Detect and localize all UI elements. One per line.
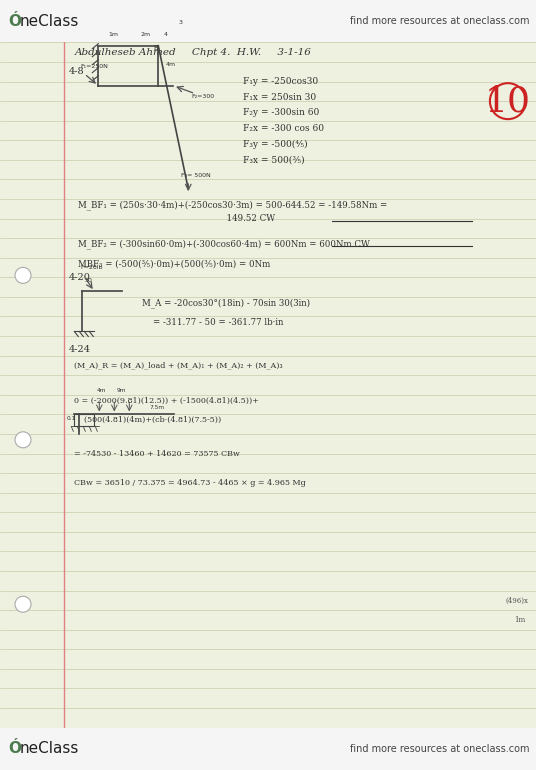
- Text: F₁=250N: F₁=250N: [80, 64, 108, 69]
- Text: F₂=300: F₂=300: [191, 94, 214, 99]
- Circle shape: [15, 432, 31, 448]
- Text: M_BF₁ = (250s·30·4m)+(-250cos30·3m) = 500-644.52 = -149.58Nm =: M_BF₁ = (250s·30·4m)+(-250cos30·3m) = 50…: [78, 200, 388, 209]
- Text: F₁x = 250sin 30: F₁x = 250sin 30: [243, 92, 316, 102]
- Text: (496)x: (496)x: [506, 596, 529, 604]
- Text: F=20lb: F=20lb: [80, 266, 103, 270]
- Text: F₂x = -300 cos 60: F₂x = -300 cos 60: [243, 124, 324, 133]
- Text: = -74530 - 13460 + 14620 = 73575 CBw: = -74530 - 13460 + 14620 = 73575 CBw: [75, 450, 240, 457]
- Text: F₃= 500N: F₃= 500N: [181, 173, 211, 178]
- Text: (500(4.81)(4m)+(cb·(4.81)(7.5-5)): (500(4.81)(4m)+(cb·(4.81)(7.5-5)): [75, 417, 221, 424]
- Text: Ó: Ó: [8, 742, 21, 756]
- Text: 10: 10: [485, 84, 531, 118]
- Text: neClass: neClass: [20, 14, 79, 28]
- Circle shape: [15, 267, 31, 283]
- Text: 30: 30: [84, 279, 92, 283]
- Text: M_A = -20cos30°(18in) - 70sin 30(3in): M_A = -20cos30°(18in) - 70sin 30(3in): [142, 298, 310, 308]
- Bar: [75, 414, 94, 427]
- Text: 4-24: 4-24: [68, 345, 90, 354]
- Text: F₃y = -500(⁴⁄₅): F₃y = -500(⁴⁄₅): [243, 139, 308, 149]
- Text: (M_A)_R = (M_A)_load + (M_A)₁ + (M_A)₂ + (M_A)₃: (M_A)_R = (M_A)_load + (M_A)₁ + (M_A)₂ +…: [75, 361, 283, 370]
- Circle shape: [15, 596, 31, 612]
- Text: 0 = (-2000(9.81)(12.5)) + (-1500(4.81)(4.5))+: 0 = (-2000(9.81)(12.5)) + (-1500(4.81)(4…: [75, 397, 259, 405]
- Text: MBF₃ = (-500(³⁄₅)·0m)+(500(³⁄₅)·0m) = 0Nm: MBF₃ = (-500(³⁄₅)·0m)+(500(³⁄₅)·0m) = 0N…: [78, 259, 271, 268]
- Text: 4-20: 4-20: [68, 273, 90, 282]
- Text: 2m: 2m: [140, 32, 151, 37]
- Text: F₃x = 500(³⁄₅): F₃x = 500(³⁄₅): [243, 156, 305, 164]
- Text: 1m: 1m: [108, 32, 118, 37]
- Bar: [0, 42, 536, 728]
- Text: Abdulheseb Ahmed     Chpt 4.  H.W.     3-1-16: Abdulheseb Ahmed Chpt 4. H.W. 3-1-16: [75, 48, 311, 57]
- Text: 4-8: 4-8: [68, 67, 84, 76]
- Text: 9m: 9m: [116, 388, 126, 393]
- Text: = -311.77 - 50 = -361.77 lb·in: = -311.77 - 50 = -361.77 lb·in: [142, 318, 284, 326]
- Text: 4m: 4m: [165, 62, 175, 67]
- Text: 4m: 4m: [96, 388, 106, 393]
- Text: neClass: neClass: [20, 742, 79, 756]
- Text: find more resources at oneclass.com: find more resources at oneclass.com: [351, 16, 530, 26]
- Text: 7.5m: 7.5m: [150, 405, 165, 410]
- Text: find more resources at oneclass.com: find more resources at oneclass.com: [351, 744, 530, 754]
- Text: 149.52 CW: 149.52 CW: [78, 214, 276, 223]
- Bar: [0, 728, 536, 770]
- Text: F₁y = -250cos30: F₁y = -250cos30: [243, 77, 318, 86]
- Text: 4: 4: [163, 32, 167, 37]
- Text: 0.1: 0.1: [66, 417, 76, 421]
- Bar: [0, 0, 536, 42]
- Text: Ó: Ó: [8, 14, 21, 28]
- Text: B: B: [153, 45, 158, 51]
- Text: CBw = 36510 / 73.375 = 4964.73 - 4465 × g = 4.965 Mg: CBw = 36510 / 73.375 = 4964.73 - 4465 × …: [75, 479, 306, 487]
- Text: 3: 3: [178, 20, 182, 25]
- Text: M_BF₂ = (-300sin60·0m)+(-300cos60·4m) = 600Nm = 600Nm CW: M_BF₂ = (-300sin60·0m)+(-300cos60·4m) = …: [78, 239, 370, 249]
- Text: 1m: 1m: [514, 616, 525, 624]
- Text: F₂y = -300sin 60: F₂y = -300sin 60: [243, 109, 319, 117]
